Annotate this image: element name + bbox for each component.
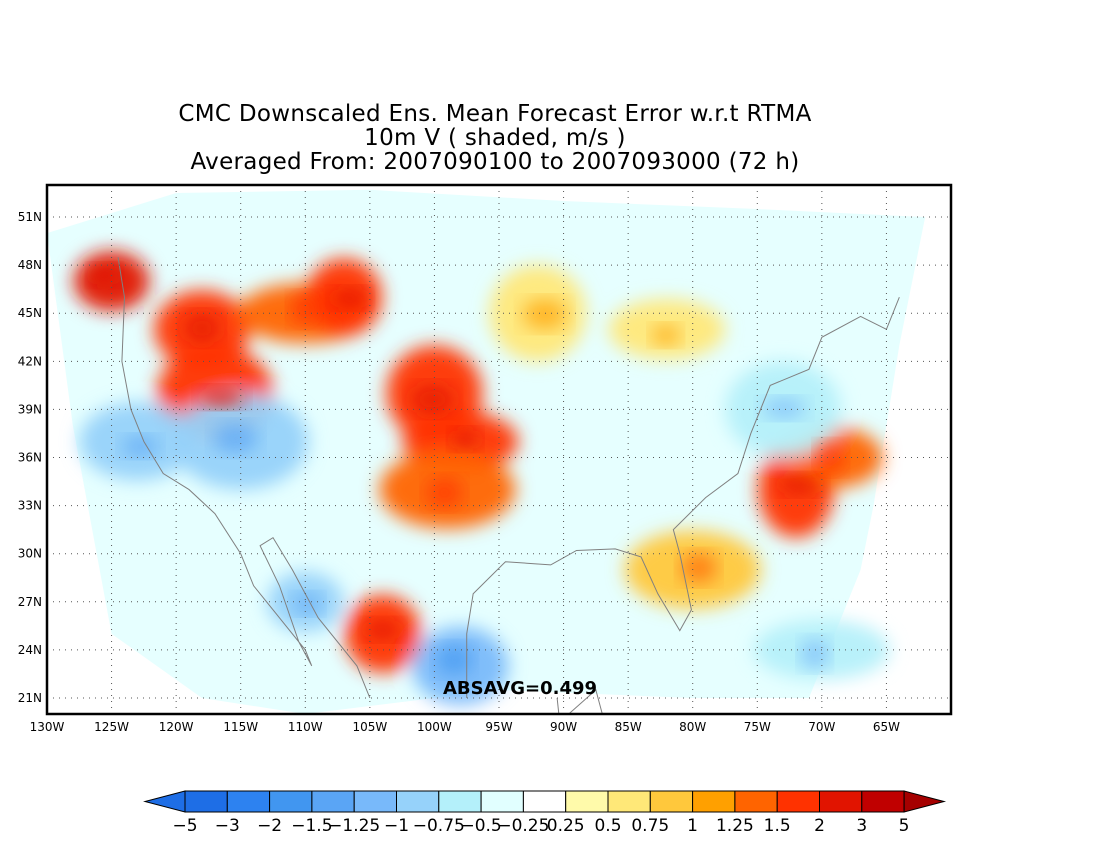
colorbar-arrow-high	[903, 790, 947, 813]
lat-tick-label: 39N	[18, 402, 42, 416]
field-core	[522, 299, 567, 330]
colorbar-label: 3	[856, 816, 867, 836]
field-core	[293, 593, 322, 614]
lat-tick-label: 51N	[18, 210, 42, 224]
colorbar-label: 1.5	[764, 816, 791, 836]
field-core	[762, 398, 807, 419]
field-core	[680, 552, 717, 583]
field-core	[213, 423, 258, 454]
lon-tick-label: 105W	[352, 720, 387, 734]
lon-tick-label: 75W	[744, 720, 771, 734]
colorbar-label: 0.75	[631, 816, 669, 836]
yucatan-coastline	[556, 689, 603, 714]
field-core	[436, 644, 473, 675]
colorbar-label: 1.25	[716, 816, 754, 836]
field-core	[800, 638, 829, 669]
colorbar-swatch	[861, 790, 905, 813]
lat-tick-label: 30N	[18, 547, 42, 561]
lat-tick-label: 45N	[18, 306, 42, 320]
colorbar-label: 0.5	[594, 816, 621, 836]
west-coastline	[117, 257, 371, 699]
field-detail	[90, 265, 845, 675]
field-core	[364, 619, 401, 640]
colorbar-swatch	[565, 790, 609, 813]
lon-tick-label: 130W	[30, 720, 65, 734]
colorbar-label: 1	[687, 816, 698, 836]
colorbar-label: 5	[899, 816, 910, 836]
field-core	[778, 474, 823, 495]
colorbar-label: −1	[384, 816, 409, 836]
lon-tick-label: 95W	[485, 720, 512, 734]
colorbar-swatch	[269, 790, 313, 813]
colorbar-arrow-low	[143, 790, 186, 813]
field-core	[122, 436, 159, 457]
colorbar-swatch	[692, 790, 736, 813]
colorbar-label: −0.5	[460, 816, 501, 836]
lat-tick-label: 36N	[18, 451, 42, 465]
field-core	[332, 288, 369, 309]
colorbar-swatch	[734, 790, 778, 813]
lon-tick-label: 65W	[873, 720, 900, 734]
lon-tick-label: 125W	[94, 720, 129, 734]
lon-tick-label: 85W	[615, 720, 642, 734]
lon-tick-label: 80W	[679, 720, 706, 734]
map-title-line-3: Averaged From: 2007090100 to 2007093000 …	[190, 149, 800, 175]
colorbar-swatch	[522, 790, 567, 813]
colorbar-swatch	[649, 790, 694, 813]
lon-tick-label: 100W	[417, 720, 452, 734]
lat-tick-label: 33N	[18, 499, 42, 513]
colorbar-label: 2	[814, 816, 825, 836]
lat-tick-label: 42N	[18, 354, 42, 368]
colorbar-swatch	[226, 790, 271, 813]
colorbar-swatch	[184, 790, 228, 813]
colorbar: −5 −3 −2 −1.5−1.25 −1 −0.75−0.5−0.250.25 0.5 0.…	[143, 790, 947, 836]
lat-tick-labels: 21N 24N 27N 30N 33N 36N 39N 42N 45N 48N 51N	[18, 210, 42, 705]
grid-lines	[46, 185, 951, 714]
colorbar-label: −1.25	[328, 816, 380, 836]
field-core	[651, 325, 680, 346]
shaded-field	[47, 189, 926, 714]
colorbar-label: −1.5	[291, 816, 332, 836]
field-core	[90, 265, 119, 286]
field-core	[816, 442, 845, 473]
colorbar-swatch	[311, 790, 355, 813]
lat-tick-label: 48N	[18, 258, 42, 272]
colorbar-label: 0.25	[547, 816, 585, 836]
colorbar-label: −2	[257, 816, 282, 836]
colorbar-label: −0.75	[413, 816, 465, 836]
field-core	[426, 477, 463, 508]
field-core	[183, 313, 220, 344]
colorbar-swatch	[353, 790, 398, 813]
lon-tick-label: 90W	[550, 720, 577, 734]
east-coastline	[466, 297, 900, 698]
lat-tick-label: 21N	[18, 691, 42, 705]
colorbar-swatch	[819, 790, 863, 813]
absavg-annotation: ABSAVG=0.499	[443, 678, 597, 699]
lon-tick-label: 120W	[159, 720, 194, 734]
field-core	[290, 294, 319, 325]
field-core	[410, 384, 455, 415]
colorbar-swatch	[396, 790, 440, 813]
colorbar-swatch	[776, 790, 821, 813]
colorbar-label: −0.25	[497, 816, 549, 836]
colorbar-swatch	[438, 790, 482, 813]
lat-tick-label: 27N	[18, 595, 42, 609]
colorbar-swatch	[607, 790, 651, 813]
map-frame	[45, 183, 953, 716]
lon-tick-label: 115W	[223, 720, 258, 734]
colorbar-label: −3	[215, 816, 240, 836]
colorbar-swatch	[480, 790, 524, 813]
map-title-line-2: 10m V ( shaded, m/s )	[364, 125, 626, 151]
colorbar-label: −5	[172, 816, 197, 836]
lat-tick-label: 24N	[18, 643, 42, 657]
coastlines	[117, 257, 900, 714]
field-core	[451, 429, 480, 450]
lon-tick-label: 70W	[808, 720, 835, 734]
map-title-line-1: CMC Downscaled Ens. Mean Forecast Error …	[178, 101, 812, 127]
lon-tick-label: 110W	[288, 720, 323, 734]
lon-tick-labels: 130W 125W 120W 115W 110W 105W 100W 95W 90W 85W 80W…	[30, 720, 901, 734]
field-core	[199, 387, 244, 408]
